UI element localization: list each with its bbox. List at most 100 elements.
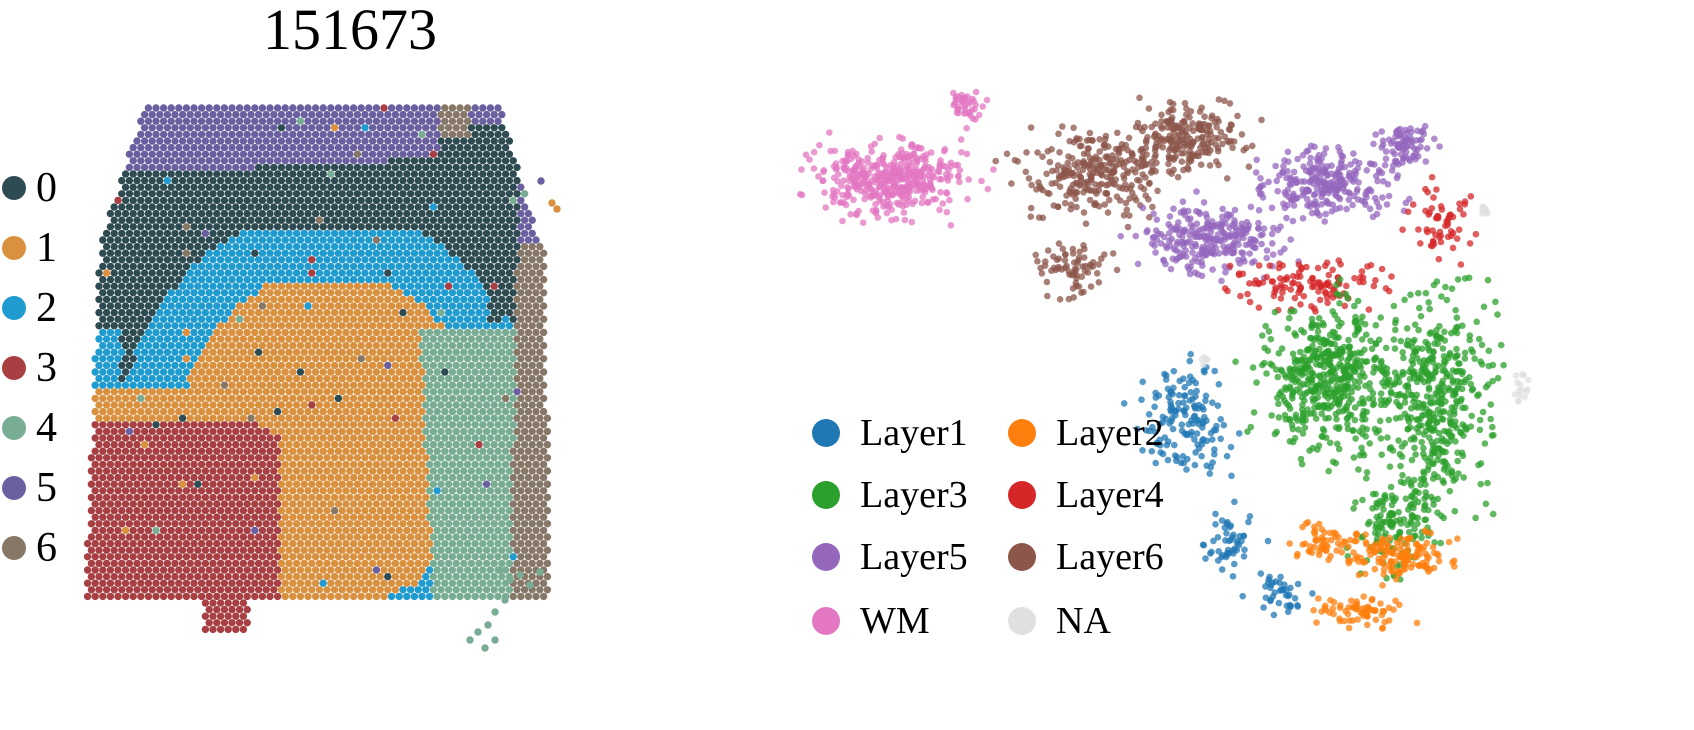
spatial-spot-cluster-5 bbox=[129, 157, 137, 165]
spatial-spot-cluster-5 bbox=[163, 150, 172, 158]
umap-point-wm bbox=[975, 111, 983, 119]
spatial-spot-cluster-0 bbox=[494, 143, 502, 152]
umap-point-layer6 bbox=[1102, 132, 1110, 140]
spatial-spot-cluster-5 bbox=[251, 130, 259, 139]
umap-point-wm bbox=[937, 189, 944, 196]
spatial-spot-cluster-5 bbox=[289, 157, 297, 165]
spatial-spot-cluster-0 bbox=[308, 163, 316, 172]
spatial-spot-cluster-5 bbox=[251, 117, 259, 125]
umap-point-wm bbox=[971, 105, 978, 113]
umap-point-wm bbox=[947, 222, 955, 229]
spatial-spot-cluster-0 bbox=[349, 170, 358, 178]
spatial-spot-cluster-5 bbox=[403, 104, 411, 112]
spatial-spot-cluster-5 bbox=[175, 117, 183, 125]
spatial-spot-cluster-6 bbox=[452, 124, 460, 132]
spatial-spot-cluster-5 bbox=[178, 124, 187, 132]
umap-point-wm bbox=[872, 209, 880, 217]
spatial-spot-cluster-5 bbox=[357, 104, 365, 112]
spatial-spot-cluster-5 bbox=[232, 163, 240, 172]
spatial-spot-cluster-0 bbox=[243, 170, 251, 178]
spatial-spot-cluster-5 bbox=[235, 117, 244, 125]
spatial-spot-cluster-5 bbox=[273, 104, 282, 112]
umap-point-layer6 bbox=[1070, 138, 1078, 146]
spatial-spot-cluster-0 bbox=[456, 170, 464, 178]
spatial-spot-cluster-5 bbox=[368, 137, 377, 145]
umap-point-wm bbox=[872, 187, 880, 195]
spatial-spot-cluster-5 bbox=[498, 110, 506, 119]
spatial-spot-cluster-5 bbox=[205, 130, 213, 139]
spatial-spot-cluster-0 bbox=[304, 170, 312, 178]
spatial-spot-cluster-5 bbox=[406, 150, 415, 158]
spatial-spot-cluster-0 bbox=[425, 170, 434, 178]
spatial-spot-cluster-5 bbox=[156, 124, 164, 132]
spatial-spot-cluster-0 bbox=[494, 130, 502, 139]
spatial-spot-cluster-5 bbox=[296, 143, 305, 152]
spatial-spot-cluster-5 bbox=[429, 124, 438, 132]
umap-point-layer6 bbox=[1124, 223, 1132, 231]
spatial-spot-cluster-5 bbox=[205, 104, 213, 112]
spatial-spot-cluster-0 bbox=[513, 163, 521, 172]
spatial-spot-cluster-5 bbox=[133, 137, 141, 145]
spatial-spot-cluster-5 bbox=[296, 104, 305, 112]
spatial-spot-cluster-5 bbox=[406, 137, 415, 145]
umap-point-wm bbox=[990, 166, 997, 173]
umap-point-layer6 bbox=[1055, 130, 1062, 138]
spatial-spot-cluster-5 bbox=[349, 143, 358, 152]
spatial-spot-cluster-5 bbox=[243, 157, 251, 165]
spatial-spot-cluster-0 bbox=[482, 163, 491, 172]
spatial-spot-cluster-5 bbox=[266, 157, 274, 165]
spatial-spot-cluster-5 bbox=[205, 117, 213, 125]
spatial-spot-cluster-0 bbox=[410, 170, 419, 178]
umap-point-wm bbox=[837, 199, 845, 206]
spatial-spot-cluster-5 bbox=[395, 143, 403, 152]
spatial-spot-cluster-5 bbox=[334, 130, 343, 139]
spatial-spot-cluster-5 bbox=[422, 124, 430, 132]
spatial-spot-cluster-5 bbox=[239, 110, 248, 119]
spatial-spot-cluster-5 bbox=[346, 110, 354, 119]
spatial-spot-cluster-5 bbox=[175, 143, 183, 152]
spatial-spot-cluster-0 bbox=[452, 150, 460, 158]
umap-point-wm bbox=[930, 174, 938, 181]
spatial-spot-cluster-5 bbox=[403, 117, 411, 125]
spatial-spot-cluster-5 bbox=[425, 130, 434, 139]
spatial-spot-cluster-5 bbox=[277, 137, 286, 145]
umap-point-wm bbox=[963, 124, 970, 132]
spatial-spot-cluster-5 bbox=[205, 143, 213, 152]
umap-point-wm bbox=[972, 88, 980, 96]
spatial-spot-cluster-5 bbox=[213, 117, 221, 125]
spatial-spot-cluster-3 bbox=[380, 104, 388, 112]
umap-point-layer6 bbox=[1022, 168, 1030, 176]
umap-point-wm bbox=[964, 195, 971, 203]
spatial-spot-cluster-5 bbox=[376, 124, 384, 132]
spatial-spot-cluster-5 bbox=[319, 104, 327, 112]
spatial-spot-cluster-5 bbox=[372, 157, 381, 165]
spatial-spot-cluster-6 bbox=[444, 110, 453, 119]
spatial-spot-cluster-0 bbox=[475, 137, 483, 145]
spatial-spot-cluster-5 bbox=[308, 150, 316, 158]
spatial-spot-cluster-5 bbox=[270, 110, 278, 119]
spatial-spot-cluster-0 bbox=[395, 170, 403, 178]
spatial-spot-cluster-5 bbox=[201, 137, 210, 145]
umap-point-layer6 bbox=[1003, 150, 1011, 158]
spatial-spot-cluster-5 bbox=[323, 150, 331, 158]
spatial-spot-cluster-5 bbox=[315, 124, 324, 132]
spatial-spot-cluster-5 bbox=[281, 130, 289, 139]
spatial-spot-cluster-5 bbox=[311, 117, 320, 125]
spatial-spot-cluster-5 bbox=[425, 143, 434, 152]
spatial-spot-cluster-5 bbox=[262, 110, 270, 119]
spatial-spot-cluster-5 bbox=[342, 117, 350, 125]
spatial-spot-cluster-0 bbox=[414, 163, 422, 172]
spatial-spot-cluster-5 bbox=[152, 130, 160, 139]
spatial-spot-cluster-5 bbox=[342, 130, 350, 139]
spatial-spot-cluster-0 bbox=[361, 163, 369, 172]
spatial-spot-cluster-5 bbox=[368, 110, 377, 119]
spatial-spot-cluster-5 bbox=[319, 143, 327, 152]
spatial-spot-cluster-0 bbox=[346, 163, 354, 172]
umap-point-wm bbox=[864, 154, 871, 162]
spatial-spot-cluster-0 bbox=[437, 163, 445, 172]
spatial-spot-cluster-0 bbox=[395, 157, 403, 165]
spatial-spot-cluster-0 bbox=[479, 130, 487, 139]
spatial-spot-cluster-5 bbox=[182, 104, 191, 112]
spatial-spot-cluster-0 bbox=[357, 170, 365, 178]
spatial-spot-cluster-5 bbox=[194, 163, 202, 172]
